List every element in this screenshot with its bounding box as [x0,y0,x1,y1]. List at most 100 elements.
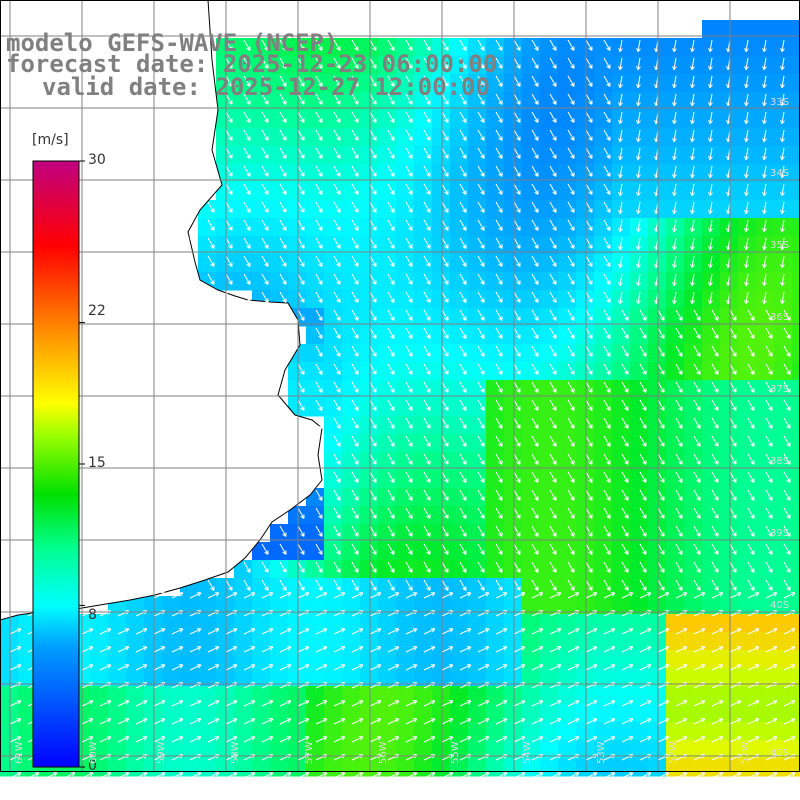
field-cell [396,434,415,453]
wind-arrow [567,237,575,249]
field-cell [684,542,703,561]
wind-arrow [369,183,377,195]
field-cell [450,488,469,507]
wind-arrow-head [282,263,287,267]
field-cell [558,686,577,705]
field-cell [792,38,800,57]
field-cell [450,596,469,615]
field-cell [504,74,523,93]
field-cell [144,614,163,633]
field-cell [630,92,649,111]
wind-arrow-head [745,84,749,89]
field-cell [594,380,613,399]
field-cell [792,452,800,471]
wind-arrow [441,39,449,51]
field-cell [324,290,343,309]
field-cell [360,56,379,75]
wind-arrow-head [390,173,395,177]
wind-arrow-head [444,173,449,177]
field-cell [180,704,199,723]
wind-arrow [387,147,395,159]
field-cell [450,632,469,651]
field-cell [162,722,181,741]
field-cell [756,200,775,219]
field-cell [378,362,397,381]
wind-arrow [207,237,215,249]
field-cell [414,110,433,129]
wind-arrow-head [552,137,557,141]
wind-arrow-head [781,246,785,251]
field-cell [684,506,703,525]
wind-arrow-head [390,209,395,213]
field-cell [756,182,775,201]
field-cell [234,200,253,219]
wind-arrow-head [637,174,641,179]
wind-arrow [225,237,233,249]
wind-arrow [619,183,623,196]
field-cell [594,542,613,561]
field-cell [540,380,559,399]
field-cell [702,272,721,291]
wind-arrow [745,111,749,124]
wind-arrow [333,255,341,267]
wind-arrow-head [372,155,377,159]
wind-arrow-head [336,137,341,141]
field-cell [414,200,433,219]
field-cell [504,596,523,615]
field-cell [90,650,109,669]
field-cell [774,254,793,273]
field-cell [306,290,325,309]
field-cell [468,380,487,399]
wind-arrow-head [654,173,657,178]
field-cell [738,362,757,381]
field-cell [180,722,199,741]
wind-arrow [709,129,713,142]
field-cell [342,146,361,165]
field-cell [684,722,703,741]
wind-arrow [261,165,269,177]
wind-arrow [585,75,593,87]
field-cell [432,434,451,453]
wind-arrow-head [480,245,485,249]
field-cell [774,38,793,57]
field-cell [630,182,649,201]
field-cell [504,704,523,723]
field-cell [270,524,289,543]
field-cell [666,614,685,633]
wind-arrow-head [780,227,783,232]
field-cell [486,254,505,273]
field-cell [522,236,541,255]
wind-arrow [673,165,677,178]
field-cell [702,452,721,471]
field-cell [666,524,685,543]
wind-arrow [691,147,695,160]
wind-arrow-head [390,83,395,87]
wind-arrow [441,57,449,69]
field-cell [378,578,397,597]
field-cell [414,704,433,723]
wind-arrow-head [744,65,747,70]
field-cell [558,704,577,723]
field-cell [738,92,757,111]
field-cell [126,596,145,615]
wind-arrow-head [709,120,713,125]
field-cell [288,218,307,237]
field-cell [666,38,685,57]
wind-arrow-head [690,47,693,52]
wind-arrow [495,57,503,69]
field-cell [324,218,343,237]
wind-arrow-head [498,47,503,51]
field-cell [216,128,235,147]
wind-arrow [279,39,287,51]
wind-arrow-head [228,47,233,51]
field-cell [342,218,361,237]
field-cell [540,56,559,75]
field-cell [288,56,307,75]
field-cell [234,650,253,669]
wind-arrow [673,201,677,214]
field-cell [756,74,775,93]
field-cell [756,740,775,759]
field-cell [324,632,343,651]
field-cell [720,326,739,345]
field-cell [486,542,505,561]
